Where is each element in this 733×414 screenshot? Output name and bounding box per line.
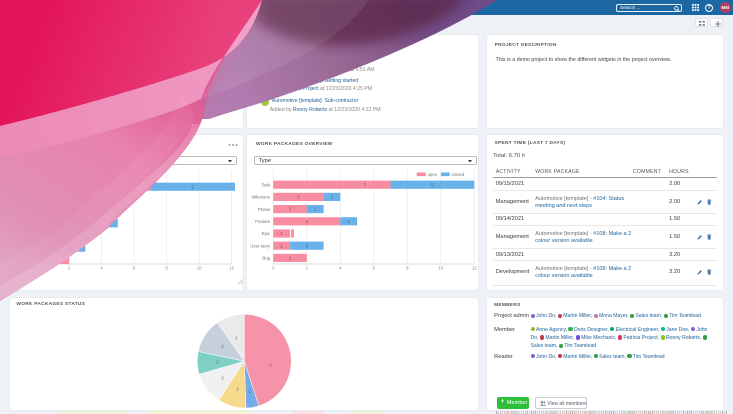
svg-text:8: 8 — [165, 265, 168, 270]
svg-text:12: 12 — [229, 265, 234, 270]
svg-text:12: 12 — [472, 265, 477, 270]
svg-text:6: 6 — [373, 265, 376, 270]
svg-text:9: 9 — [269, 362, 272, 367]
svg-text:2: 2 — [221, 375, 224, 380]
svg-text:closed: closed — [452, 172, 465, 177]
svg-text:Milestone: Milestone — [252, 195, 271, 200]
svg-text:6: 6 — [133, 265, 136, 270]
svg-text:0: 0 — [35, 265, 38, 270]
svg-text:2: 2 — [68, 265, 71, 270]
svg-text:2: 2 — [306, 243, 309, 248]
svg-text:10: 10 — [439, 265, 444, 270]
svg-text:4: 4 — [306, 219, 309, 224]
svg-text:0: 0 — [272, 265, 275, 270]
svg-text:2: 2 — [236, 386, 239, 391]
svg-text:1: 1 — [281, 231, 284, 236]
svg-text:open: open — [428, 172, 438, 177]
svg-text:2: 2 — [235, 335, 238, 340]
svg-text:Bug: Bug — [263, 256, 271, 261]
svg-text:4: 4 — [100, 265, 103, 270]
svg-text:2: 2 — [306, 265, 309, 270]
svg-text:Phase: Phase — [258, 207, 271, 212]
svg-text:1: 1 — [314, 207, 317, 212]
svg-text:1: 1 — [348, 219, 351, 224]
svg-text:8: 8 — [406, 265, 409, 270]
svg-text:User story: User story — [251, 243, 272, 248]
svg-text:1: 1 — [331, 195, 334, 200]
svg-text:2: 2 — [289, 207, 292, 212]
svg-text:5: 5 — [432, 182, 435, 187]
svg-text:4: 4 — [339, 265, 342, 270]
svg-text:10: 10 — [197, 265, 202, 270]
svg-text:2: 2 — [289, 255, 292, 260]
svg-text:1: 1 — [281, 243, 284, 248]
svg-text:2: 2 — [221, 344, 224, 349]
svg-text:3: 3 — [216, 359, 219, 364]
svg-text:7: 7 — [364, 182, 367, 187]
svg-text:Task: Task — [261, 182, 271, 187]
svg-text:3: 3 — [298, 195, 301, 200]
svg-text:Feature: Feature — [255, 219, 271, 224]
svg-text:Epic: Epic — [262, 231, 271, 236]
svg-text:1: 1 — [248, 389, 251, 394]
